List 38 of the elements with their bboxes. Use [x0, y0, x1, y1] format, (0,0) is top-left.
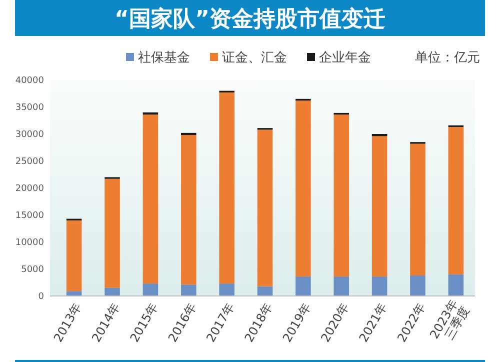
bar	[142, 114, 158, 284]
y-tick-label: 20000	[15, 184, 44, 194]
bar	[181, 284, 196, 296]
bar	[104, 178, 120, 288]
bar	[104, 288, 120, 296]
y-tick-label: 5000	[21, 265, 44, 276]
bar	[296, 276, 311, 296]
y-tick-label: 10000	[15, 238, 44, 248]
bar	[142, 112, 158, 115]
bar	[257, 286, 273, 296]
legend-label: 证金、汇金	[222, 50, 287, 66]
bar	[372, 276, 388, 296]
bar	[448, 274, 464, 296]
bar	[142, 284, 158, 296]
chart-title: “国家队”资金持股市值变迁	[114, 6, 386, 32]
y-tick-label: 35000	[15, 103, 44, 114]
bar	[334, 114, 349, 277]
bar	[410, 275, 426, 296]
y-tick-label: 15000	[15, 211, 44, 222]
bar	[181, 132, 196, 136]
y-tick-label: 25000	[15, 157, 44, 168]
legend-label: 企业年金	[319, 50, 371, 66]
bar	[66, 220, 82, 292]
bar	[410, 144, 426, 276]
legend-label: 社保基金	[138, 50, 190, 66]
y-tick-label: 30000	[15, 130, 44, 140]
bar	[372, 136, 388, 277]
bar	[448, 126, 464, 274]
bar	[219, 284, 234, 296]
bar	[66, 291, 82, 296]
bar	[296, 100, 311, 277]
bar	[334, 276, 349, 296]
text: 单位：亿元	[415, 50, 480, 66]
bar	[181, 135, 196, 285]
y-tick-label: 0	[38, 292, 44, 302]
bar	[219, 92, 234, 284]
y-tick-label: 40000	[15, 76, 44, 86]
bar	[257, 130, 273, 286]
